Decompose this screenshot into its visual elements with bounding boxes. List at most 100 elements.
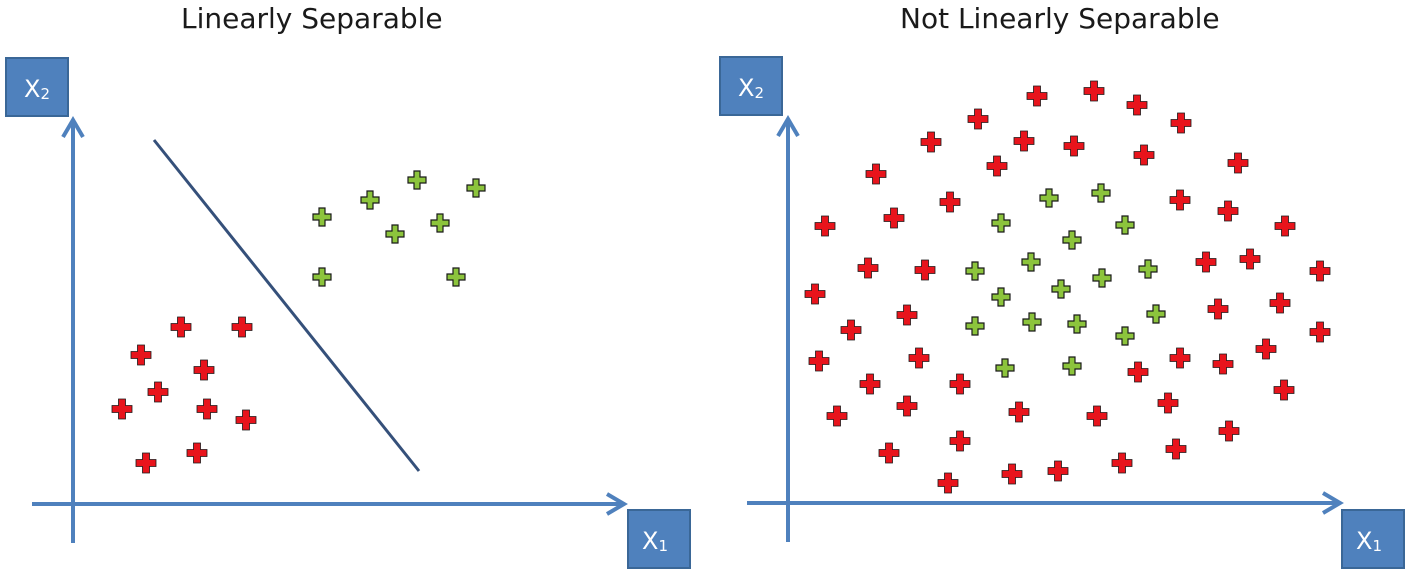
red-plus-icon bbox=[883, 207, 905, 229]
x-axis-arrowhead bbox=[1321, 491, 1344, 515]
red-plus-icon bbox=[1274, 215, 1296, 237]
red-plus-icon bbox=[878, 442, 900, 464]
red-plus-icon bbox=[1227, 152, 1249, 174]
y-axis-label: X bbox=[24, 75, 40, 103]
svg-text:X1: X1 bbox=[1356, 527, 1382, 555]
red-plus-icon bbox=[1013, 130, 1035, 152]
green-plus-icon bbox=[466, 178, 486, 198]
svg-text:X1: X1 bbox=[642, 527, 668, 555]
red-plus-icon bbox=[1239, 248, 1261, 270]
red-plus-icon bbox=[147, 381, 169, 403]
red-plus-icon bbox=[1309, 321, 1331, 343]
green-plus-icon bbox=[965, 261, 985, 281]
red-plus-icon bbox=[1026, 85, 1048, 107]
green-plus-icon bbox=[1051, 279, 1071, 299]
red-plus-icon bbox=[804, 283, 826, 305]
y-axis-arrowhead bbox=[61, 116, 85, 139]
green-plus-icon bbox=[1039, 188, 1059, 208]
y-axis-arrowhead bbox=[776, 115, 800, 138]
red-plus-icon bbox=[1169, 189, 1191, 211]
green-plus-icon bbox=[430, 213, 450, 233]
red-plus-icon bbox=[840, 319, 862, 341]
red-plus-icon bbox=[920, 131, 942, 153]
red-plus-icon bbox=[1170, 112, 1192, 134]
red-plus-icon bbox=[231, 316, 253, 338]
red-plus-icon bbox=[111, 398, 133, 420]
red-plus-icon bbox=[130, 344, 152, 366]
red-plus-icon bbox=[1133, 144, 1155, 166]
red-plus-icon bbox=[939, 191, 961, 213]
x-axis-arrowhead bbox=[605, 492, 628, 516]
green-plus-icon bbox=[1146, 304, 1166, 324]
green-plus-icon bbox=[312, 207, 332, 227]
x-axis-subscript: 1 bbox=[1372, 537, 1382, 555]
red-plus-icon bbox=[949, 430, 971, 452]
red-plus-icon bbox=[896, 304, 918, 326]
green-plus-icon bbox=[360, 190, 380, 210]
red-plus-icon bbox=[1047, 460, 1069, 482]
red-plus-icon bbox=[808, 350, 830, 372]
y-axis-subscript: 2 bbox=[40, 85, 50, 103]
red-plus-icon bbox=[1212, 353, 1234, 375]
red-plus-icon bbox=[986, 155, 1008, 177]
red-plus-icon bbox=[135, 452, 157, 474]
red-plus-icon bbox=[865, 163, 887, 185]
diagram-not-linearly-separable: X2 X1 bbox=[719, 56, 1405, 569]
green-plus-icon bbox=[1091, 183, 1111, 203]
panel-title: Linearly Separable bbox=[181, 2, 443, 35]
red-plus-icon bbox=[1001, 463, 1023, 485]
green-plus-icon bbox=[965, 316, 985, 336]
red-plus-icon bbox=[967, 108, 989, 130]
red-plus-icon bbox=[1217, 200, 1239, 222]
separating-line bbox=[152, 139, 421, 472]
red-plus-icon bbox=[1273, 379, 1295, 401]
red-plus-icon bbox=[1008, 401, 1030, 423]
red-plus-icon bbox=[1083, 80, 1105, 102]
panel-not-linearly-separable: Not Linearly Separable X2 X1 bbox=[710, 0, 1411, 578]
red-plus-icon bbox=[949, 373, 971, 395]
green-plus-icon bbox=[1062, 356, 1082, 376]
red-plus-icon bbox=[937, 472, 959, 494]
panel-linearly-separable: Linearly Separable X2 X1 bbox=[0, 0, 700, 578]
y-axis-label: X bbox=[738, 74, 754, 102]
green-plus-icon bbox=[1067, 314, 1087, 334]
red-plus-icon bbox=[1157, 392, 1179, 414]
red-plus-icon bbox=[1207, 298, 1229, 320]
svg-text:X2: X2 bbox=[738, 74, 764, 102]
red-plus-icon bbox=[235, 409, 257, 431]
red-plus-icon bbox=[1111, 452, 1133, 474]
red-plus-icon bbox=[814, 215, 836, 237]
green-plus-icon bbox=[1021, 252, 1041, 272]
green-plus-icon bbox=[991, 213, 1011, 233]
green-plus-icon bbox=[1115, 326, 1135, 346]
red-plus-icon bbox=[914, 259, 936, 281]
red-plus-icon bbox=[1255, 338, 1277, 360]
green-plus-icon bbox=[1092, 268, 1112, 288]
green-plus-icon bbox=[995, 358, 1015, 378]
y-axis-label-box: X2 bbox=[5, 57, 69, 117]
red-plus-icon bbox=[186, 442, 208, 464]
red-plus-icon bbox=[1218, 420, 1240, 442]
green-plus-icon bbox=[1022, 312, 1042, 332]
points-group bbox=[804, 80, 1331, 494]
x-axis-subscript: 1 bbox=[658, 537, 668, 555]
red-plus-icon bbox=[826, 405, 848, 427]
red-plus-icon bbox=[857, 257, 879, 279]
red-plus-icon bbox=[908, 347, 930, 369]
green-plus-icon bbox=[1115, 215, 1135, 235]
x-axis-label: X bbox=[642, 527, 658, 555]
green-plus-icon bbox=[385, 224, 405, 244]
red-plus-icon bbox=[1309, 260, 1331, 282]
x-axis-label-box: X1 bbox=[627, 509, 691, 569]
green-plus-icon bbox=[312, 267, 332, 287]
svg-text:X2: X2 bbox=[24, 75, 50, 103]
red-plus-icon bbox=[1269, 292, 1291, 314]
red-plus-icon bbox=[1165, 438, 1187, 460]
red-plus-icon bbox=[896, 395, 918, 417]
red-plus-icon bbox=[1086, 405, 1108, 427]
diagram-linearly-separable: X2 X1 bbox=[5, 57, 691, 569]
y-axis-label-box: X2 bbox=[719, 56, 783, 116]
red-plus-icon bbox=[193, 359, 215, 381]
panel-title: Not Linearly Separable bbox=[900, 2, 1220, 35]
green-plus-icon bbox=[1062, 230, 1082, 250]
